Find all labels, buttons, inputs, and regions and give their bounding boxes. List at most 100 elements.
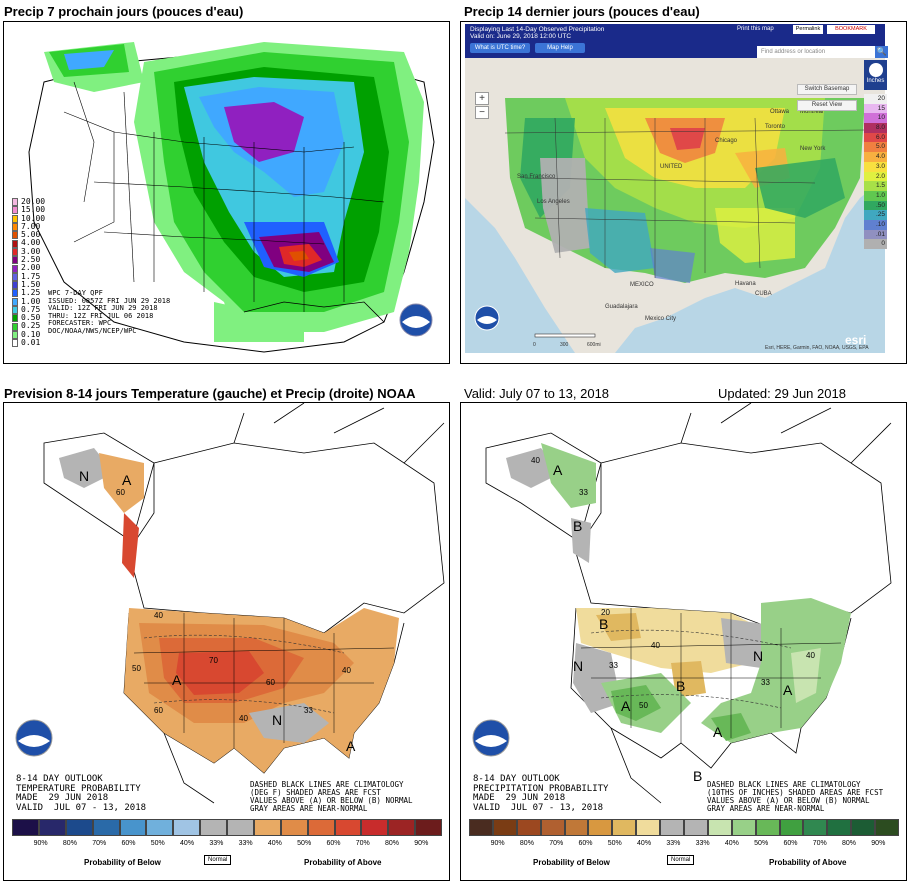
wpc-legend-value: 4.00 — [21, 238, 41, 248]
precip-scale-swatch — [516, 819, 541, 836]
precip-letter-b-north: B — [599, 616, 608, 632]
label-havana: Havana — [735, 281, 756, 287]
temp-outlook-line: 8-14 DAY OUTLOOK — [16, 774, 103, 784]
temp-scale-label: 90% — [33, 840, 48, 847]
esri-attribution: Esri, HERE, Garmin, FAO, NOAA, USGS, EPA — [765, 345, 869, 351]
reset-view-button[interactable]: Reset View — [797, 100, 857, 111]
wpc-info-line: WPC 7-DAY QPF — [48, 289, 103, 297]
precip-scale-item: 1.0 — [864, 190, 887, 201]
wpc-legend-swatch — [12, 272, 18, 281]
precip-scale-item: .01 — [864, 229, 887, 240]
temp-letter-a-main: A — [172, 672, 182, 688]
precip-scale-label: 90% — [490, 840, 505, 847]
wpc-legend-item: 7.00 — [12, 222, 45, 232]
utc-button[interactable]: What is UTC time? — [470, 43, 530, 53]
observed-precip-map: Ottawa Montréal Toronto Chicago New York… — [465, 58, 885, 353]
precip-scale-label: 80% — [842, 840, 857, 847]
label-guadalajara: Guadalajara — [605, 304, 638, 310]
wpc-info-line: THRU: 12Z FRI JUL 06 2018 — [48, 311, 154, 320]
address-search-input[interactable]: Find address or location — [757, 46, 875, 58]
precip-scale-item: 0 — [864, 239, 887, 249]
wpc-legend-item: 1.00 — [12, 297, 45, 306]
esri-logo: esri — [845, 333, 866, 347]
label-chicago: Chicago — [715, 138, 738, 144]
svg-text:40: 40 — [239, 714, 248, 723]
temp-scale-swatch — [146, 819, 174, 836]
precip-scale-swatch — [612, 819, 637, 836]
svg-text:60: 60 — [154, 706, 163, 715]
wpc-legend-item: 1.25 — [12, 288, 45, 298]
svg-text:40: 40 — [806, 651, 815, 660]
switch-basemap-button[interactable]: Switch Basemap — [797, 84, 857, 95]
temp-scale-label: 90% — [414, 840, 429, 847]
precip-outlook-line: VALID JUL 07 - 13, 2018 — [473, 802, 604, 813]
precip-letter-b-texas: B — [693, 768, 702, 784]
map-help-button[interactable]: Map Help — [535, 43, 585, 53]
temp-letter-n-south: N — [272, 712, 282, 728]
temp-scale-label: 60% — [326, 840, 341, 847]
temp-scale-swatch — [334, 819, 362, 836]
precip-letter-b-alaska: B — [573, 518, 582, 534]
precip-scale-label: 40% — [637, 840, 652, 847]
precip-scale-item: 4.0 — [864, 152, 887, 162]
wpc-legend-swatch — [12, 206, 18, 215]
precip-scale-label: 80% — [519, 840, 534, 847]
precip-letter-b-central: B — [676, 678, 685, 694]
wpc-legend: 20.00 15.00 10.00 7.00 5.00 4.00 3.00 2.50 2.00 1… — [12, 197, 46, 348]
svg-text:0: 0 — [533, 342, 536, 348]
wpc-info-line: ISSUED: 0857Z FRI JUN 29 2018 — [48, 296, 171, 305]
zoom-in-button[interactable]: + — [475, 92, 489, 105]
precip-scale-item: 20 — [864, 94, 887, 104]
temp-clim-text: DASHED BLACK LINES ARE CLIMATOLOGY (DEG F… — [250, 781, 413, 813]
precip-scale-swatch — [660, 819, 685, 836]
temperature-outlook-map: N A A N A 60 40 50 70 60 40 33 60 40 — [4, 403, 449, 813]
wpc-legend-item: 2.00 — [12, 264, 45, 273]
svg-text:33: 33 — [304, 706, 313, 715]
permalink-button[interactable]: Permalink — [793, 25, 823, 34]
precip-scale-swatch — [540, 819, 565, 836]
temp-scale-swatch — [38, 819, 66, 836]
precip-scale-label: 60% — [578, 840, 593, 847]
zoom-out-button[interactable]: − — [475, 106, 489, 119]
precip-prob-below-label: Probability of Below — [533, 858, 610, 867]
temp-scale-swatch — [227, 819, 254, 836]
precip-scale-swatch — [492, 819, 517, 836]
esri-header: Displaying Last 14-Day Observed Precipit… — [465, 24, 888, 58]
wpc-legend-swatch — [12, 281, 18, 290]
wpc-qpf-map — [28, 42, 435, 353]
wpc-legend-value: 20.00 — [21, 197, 46, 206]
print-map-link[interactable]: Print this map — [737, 26, 774, 32]
esri-title: Displaying Last 14-Day Observed Precipit… — [470, 26, 605, 33]
wpc-legend-value: 1.50 — [21, 279, 41, 289]
wpc-legend-swatch — [12, 306, 18, 314]
temp-outlook-text: 8-14 DAY OUTLOOK TEMPERATURE PROBABILITY M… — [16, 774, 146, 813]
wpc-legend-value: 0.25 — [21, 321, 41, 331]
label-mexico: MEXICO — [630, 282, 654, 288]
wpc-legend-item: 0.10 — [12, 330, 45, 339]
wpc-legend-swatch — [12, 314, 18, 323]
svg-text:300: 300 — [560, 342, 569, 348]
temp-scale-label: 33% — [238, 840, 253, 847]
temp-letter-a-alaska: A — [122, 472, 132, 488]
wpc-legend-item: 1.50 — [12, 279, 45, 290]
wpc-legend-value: 3.00 — [21, 246, 41, 256]
precip-scale-item: 5.0 — [864, 142, 887, 153]
heading-valid: Valid: July 07 to 13, 2018 — [464, 386, 610, 401]
heading-observed: Precip 14 dernier jours (pouces d'eau) — [464, 4, 700, 19]
temp-normal-label: Normal — [204, 855, 232, 865]
wpc-legend-value: 0.01 — [21, 338, 41, 348]
bookmark-button[interactable]: BOOKMARK — [827, 25, 875, 34]
search-icon[interactable]: 🔍 — [875, 46, 888, 58]
wpc-legend-swatch — [12, 239, 18, 248]
temp-scale-swatch — [119, 819, 147, 836]
precip-scale-label: 70% — [549, 840, 564, 847]
temp-prob-below-label: Probability of Below — [84, 858, 161, 867]
precip-outlook-panel: A B B N B N A A A B 40 33 20 40 33 50 40… — [460, 402, 907, 881]
wpc-legend-swatch — [12, 297, 18, 306]
wpc-legend-swatch — [12, 322, 18, 331]
svg-text:40: 40 — [342, 666, 351, 675]
label-cuba: CUBA — [755, 291, 772, 297]
temp-scale-swatch — [388, 819, 416, 836]
wpc-legend-item: 15.00 — [12, 205, 45, 215]
units-panel: Inches — [864, 60, 887, 90]
